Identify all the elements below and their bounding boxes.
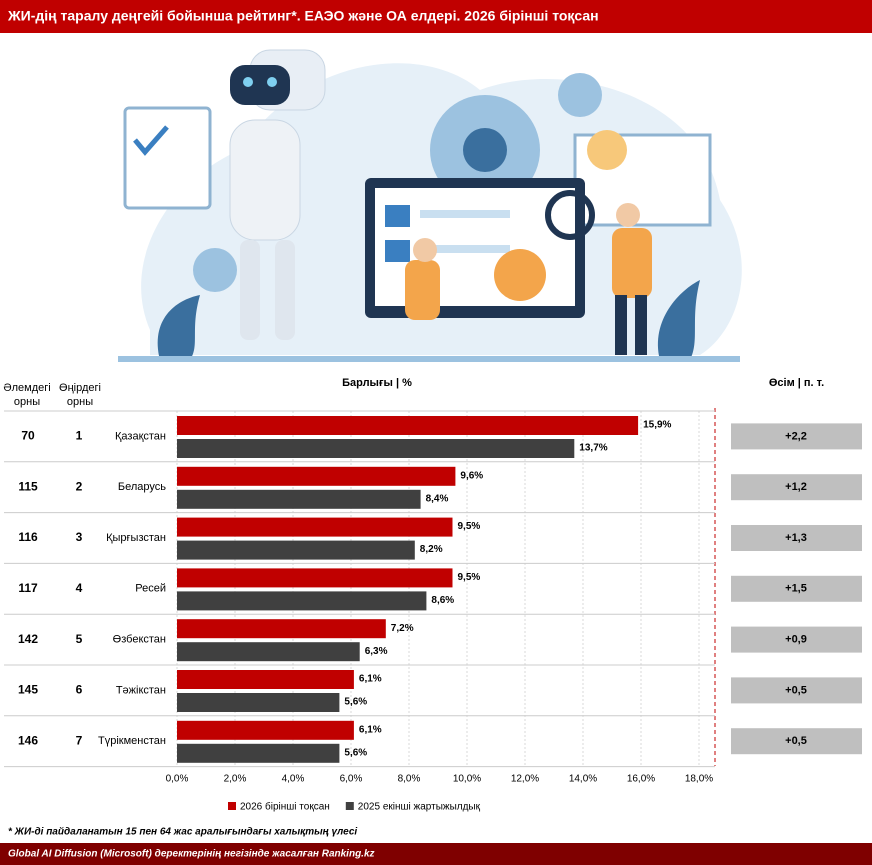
bar	[177, 416, 639, 435]
value-label: 5,6%	[344, 747, 367, 758]
world-rank: 117	[18, 581, 38, 595]
region-rank: 6	[76, 683, 83, 697]
footnote: * ЖИ-ді пайдаланатын 15 пен 64 жас аралы…	[8, 827, 357, 838]
x-tick-label: 18,0%	[685, 774, 713, 785]
region-rank: 5	[76, 632, 83, 646]
legend-label: 2025 екінші жартыжылдық	[358, 802, 481, 813]
source: Global AI Diffusion (Microsoft) деректер…	[8, 849, 375, 860]
region-rank: 3	[76, 530, 83, 544]
source-bar	[0, 843, 872, 865]
growth-label: +1,3	[785, 532, 807, 544]
growth-box	[731, 728, 862, 755]
growth-box	[731, 575, 862, 602]
category-label: Қазақстан	[115, 430, 166, 442]
value-label: 6,1%	[359, 724, 382, 735]
title: ЖИ-дің таралу деңгейі бойынша рейтинг*. …	[7, 8, 599, 24]
column-header: Барлығы | %	[342, 377, 412, 389]
region-rank: 7	[76, 733, 83, 747]
region-rank: 4	[76, 581, 83, 595]
category-label: Түрікменстан	[98, 735, 166, 747]
x-tick-label: 4,0%	[282, 774, 305, 785]
bar	[177, 489, 421, 509]
legend-swatch	[228, 802, 236, 810]
growth-label: +0,5	[785, 735, 807, 747]
category-label: Қырғызстан	[106, 532, 166, 544]
illustration	[118, 49, 742, 362]
bar	[177, 568, 453, 588]
bar	[177, 540, 415, 560]
region-rank: 2	[76, 479, 83, 493]
growth-box	[731, 677, 862, 704]
world-rank: 70	[21, 429, 35, 443]
bar	[177, 693, 340, 712]
growth-box	[731, 525, 862, 551]
bar	[177, 517, 453, 537]
world-rank: 116	[18, 530, 38, 544]
bar	[177, 720, 354, 740]
column-header: Әлемдегі орны	[3, 382, 51, 408]
growth-box	[731, 423, 862, 450]
value-label: 6,1%	[359, 674, 382, 685]
legend-label: 2026 бірінші тоқсан	[240, 801, 330, 813]
x-tick-label: 6,0%	[340, 774, 363, 785]
bar	[177, 591, 427, 611]
value-label: 8,6%	[431, 595, 454, 606]
world-rank: 145	[18, 683, 38, 697]
category-label: Беларусь	[118, 481, 166, 493]
category-label: Ресей	[135, 583, 166, 595]
bar	[177, 466, 456, 486]
column-header: Өсім | п. т.	[768, 377, 825, 389]
value-label: 9,5%	[458, 572, 481, 583]
x-tick-label: 16,0%	[627, 774, 655, 785]
value-label: 13,7%	[579, 443, 607, 454]
value-label: 15,9%	[643, 420, 671, 431]
world-rank: 115	[18, 479, 38, 493]
x-tick-label: 8,0%	[398, 774, 421, 785]
legend-swatch	[345, 802, 354, 810]
region-rank: 1	[76, 429, 83, 443]
x-tick-label: 12,0%	[511, 774, 539, 785]
value-label: 5,6%	[344, 697, 367, 708]
plot: 0,0% 2,0% 4,0% 6,0% 8,0% 10,0% 12,0% 14,0% 16,0%…	[4, 408, 862, 813]
x-tick-label: 14,0%	[569, 774, 597, 785]
bar	[177, 439, 575, 458]
bar	[177, 619, 386, 639]
value-label: 9,5%	[458, 521, 481, 532]
world-rank: 142	[18, 632, 38, 646]
growth-label: +1,2	[785, 481, 807, 493]
value-label: 8,2%	[420, 544, 443, 555]
value-label: 8,4%	[426, 493, 449, 504]
x-tick-label: 2,0%	[224, 774, 247, 785]
growth-label: +0,9	[785, 634, 807, 646]
growth-label: +2,2	[785, 430, 807, 442]
column-header: Өңірдегі орны	[59, 382, 101, 408]
category-label: Тәжікстан	[116, 684, 166, 696]
title-bar	[0, 0, 872, 33]
bar	[177, 642, 360, 662]
growth-label: +1,5	[785, 583, 807, 595]
x-tick-label: 0,0%	[166, 774, 189, 785]
value-label: 6,3%	[365, 646, 388, 657]
bar	[177, 670, 354, 689]
x-tick-label: 10,0%	[453, 774, 481, 785]
value-label: 9,6%	[460, 470, 483, 481]
growth-label: +0,5	[785, 684, 807, 696]
world-rank: 146	[18, 733, 38, 747]
growth-box	[731, 474, 862, 501]
category-label: Өзбекстан	[113, 634, 166, 646]
bar	[177, 743, 340, 763]
growth-box	[731, 626, 862, 653]
value-label: 7,2%	[391, 623, 414, 634]
